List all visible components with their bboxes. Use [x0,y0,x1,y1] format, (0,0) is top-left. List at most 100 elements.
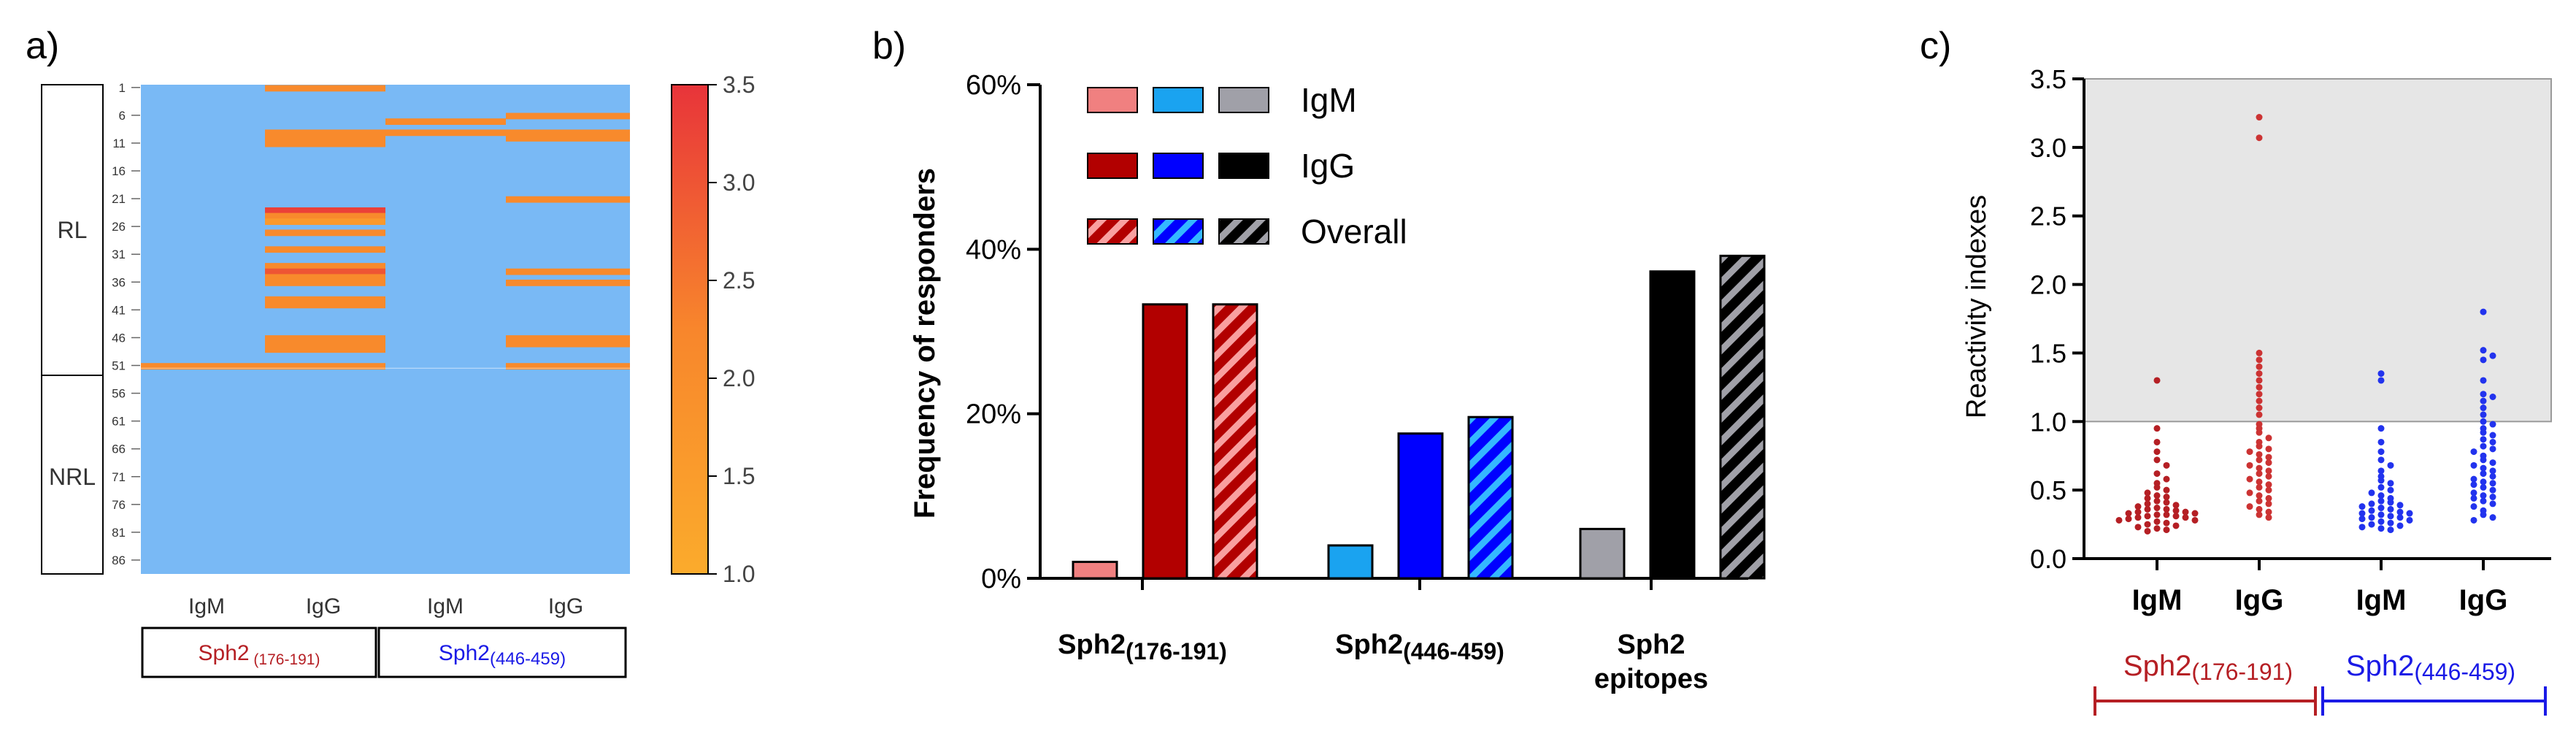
group-label-rl: RL [58,217,88,243]
data-point [2265,494,2272,502]
data-point [2396,502,2404,509]
row-tick-label: 26 [112,220,126,234]
row-tick-label: 21 [112,192,126,206]
colorbar-tick-label: 3.0 [723,169,755,196]
data-point [2480,418,2487,425]
data-point [2256,492,2263,499]
peptide-box-446 [377,627,627,678]
data-point [2470,516,2477,524]
y-tick-label: 60% [966,70,1021,101]
y-tick-label: 1.5 [2030,338,2066,368]
data-point [2480,470,2487,478]
data-point [2489,494,2496,501]
category-label-176: Sph2(176-191) [1058,629,1227,664]
peptide-label-176: Sph2 (176-191) [199,641,320,668]
data-point [2256,478,2263,486]
bar [1467,415,1514,580]
data-point [2368,521,2375,528]
data-point [2377,477,2385,484]
column-label: IgM [188,594,225,618]
data-point [2480,405,2487,412]
data-point [2480,483,2487,491]
panel-a: a) RL NRL 161116212631364146515661667176… [26,25,755,678]
heatmap-cell [385,118,506,125]
data-point [2256,356,2263,364]
y-tick-label: 2.0 [2030,270,2066,300]
data-point [2153,425,2161,432]
y-tick-label: 0% [981,564,1021,594]
data-point [2256,397,2263,405]
data-point [2256,497,2263,505]
heatmap-cells [141,85,630,369]
c-peptide-sub-446: (446-459) [2414,659,2515,685]
data-point [2125,510,2132,517]
data-point [2256,370,2263,378]
legend-swatch [1218,218,1269,245]
heatmap-cell [506,279,630,286]
data-point [2480,443,2487,450]
data-point [2256,464,2263,472]
data-point [2377,377,2385,384]
data-point [2377,505,2385,512]
data-point [2163,494,2170,501]
data-point [2489,393,2496,400]
row-tick-label: 86 [112,553,126,567]
data-point [2480,456,2487,464]
heatmap-cell [265,302,385,309]
data-point [2182,514,2189,521]
data-point [2256,470,2263,478]
data-point [2480,356,2487,364]
row-tick-label: 61 [112,415,126,429]
data-point [2480,492,2487,499]
colorbar-tick-label: 1.5 [723,463,755,489]
data-point [2387,513,2394,520]
peptide-name-446: Sph2 [439,641,490,665]
data-point [2377,438,2385,445]
data-point [2265,467,2272,475]
data-point [2396,522,2404,529]
data-point [2153,438,2161,445]
data-point [2406,510,2413,517]
data-point [2489,467,2496,475]
y-tick-label: 3.5 [2030,64,2066,94]
legend-label: IgG [1301,147,1355,185]
data-point [2489,438,2496,445]
data-point [2256,391,2263,398]
column-label: IgM [427,594,464,618]
data-point [2489,459,2496,467]
data-point [2163,475,2170,483]
data-point [2480,436,2487,443]
data-point [2406,516,2413,524]
heatmap-cell [506,112,630,120]
colorbar-tick-label: 1.0 [723,561,755,587]
bar [1142,303,1188,580]
heatmap-background [141,85,630,574]
data-point [2134,514,2142,521]
peptide-sub-176: (176-191) [250,651,320,668]
c-peptide-label-446: Sph2(446-459) [2346,650,2515,685]
panel-b-label: b) [872,25,906,67]
data-point [2387,526,2394,534]
data-point [2256,377,2263,384]
data-point [2191,510,2199,517]
panel-b-legend: IgM IgG Overall [1087,81,1407,250]
row-tick-label: 31 [112,248,126,261]
data-point [2377,525,2385,532]
data-point [2134,524,2142,531]
category-label-all-line1: Sph2 [1618,629,1685,660]
data-point [2489,445,2496,453]
data-point [2480,347,2487,354]
data-point [2377,483,2385,491]
data-point [2368,514,2375,521]
heatmap-cell [265,346,385,353]
panel-b-y-axis: 0% 20% 40% 60% [966,70,1748,594]
data-point [2377,467,2385,475]
category-label-446: Sph2(446-459) [1335,629,1504,664]
heatmap-cell [265,207,385,214]
data-point [2246,489,2253,497]
data-point [2377,511,2385,518]
data-point [2256,505,2263,513]
data-point [2265,481,2272,489]
colorbar-ticks: 3.5 3.0 2.5 2.0 1.5 1.0 [708,72,755,587]
